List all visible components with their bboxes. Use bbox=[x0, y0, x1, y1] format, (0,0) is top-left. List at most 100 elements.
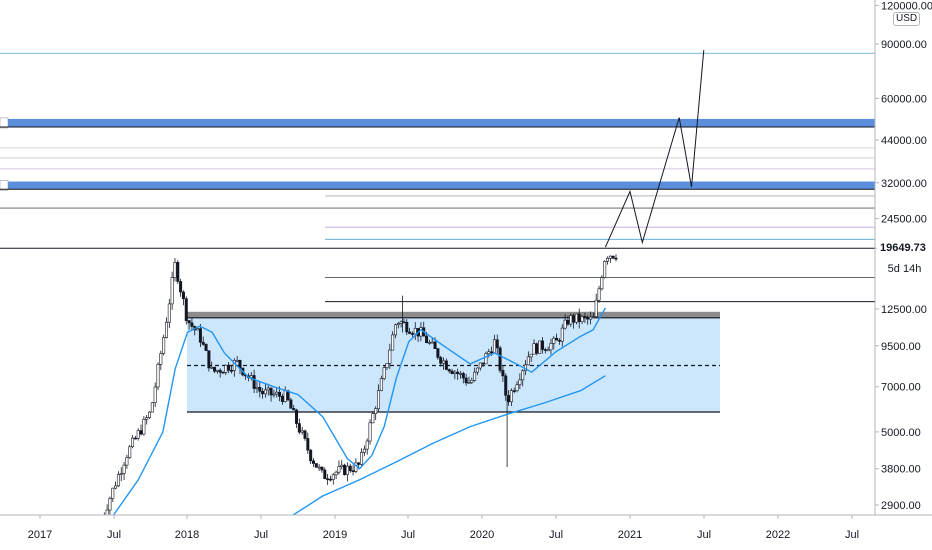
candle-body-180 bbox=[608, 255, 612, 259]
candle-179 bbox=[606, 256, 610, 265]
candle-94 bbox=[365, 438, 369, 455]
candle-body-35 bbox=[198, 328, 202, 343]
candle-body-15 bbox=[142, 419, 146, 435]
candle-body-84 bbox=[337, 466, 341, 473]
candle-body-102 bbox=[388, 349, 392, 364]
candle-body-182 bbox=[614, 257, 618, 260]
resistance-zone-handle-0 bbox=[0, 117, 9, 129]
candle-body-63 bbox=[278, 391, 282, 397]
candle-132 bbox=[473, 367, 477, 382]
candle-body-121 bbox=[442, 360, 446, 364]
candle-body-165 bbox=[566, 319, 570, 325]
candle-body-173 bbox=[589, 316, 593, 320]
projection-path[interactable] bbox=[604, 50, 705, 248]
time-tick-label-0: 2017 bbox=[28, 529, 52, 541]
candle-22 bbox=[162, 334, 166, 356]
candle-67 bbox=[289, 397, 293, 409]
candle-body-87 bbox=[345, 465, 349, 476]
candle-body-48 bbox=[235, 359, 239, 362]
candle-45 bbox=[227, 361, 231, 374]
candle-body-36 bbox=[201, 341, 205, 345]
candle-body-27 bbox=[176, 262, 180, 282]
candle-body-157 bbox=[543, 349, 547, 351]
candle-78 bbox=[320, 466, 324, 473]
candle-body-122 bbox=[444, 360, 448, 370]
candle-body-98 bbox=[377, 390, 381, 410]
candle-108 bbox=[405, 319, 409, 336]
candle-169 bbox=[577, 308, 581, 329]
candle-body-147 bbox=[515, 384, 519, 392]
candle-body-61 bbox=[272, 393, 276, 396]
candle-body-77 bbox=[317, 466, 321, 469]
candle-body-116 bbox=[427, 342, 431, 344]
candle-7 bbox=[119, 467, 123, 482]
candle-body-45 bbox=[227, 364, 231, 371]
candle-43 bbox=[221, 371, 225, 374]
candle-body-106 bbox=[399, 321, 403, 324]
candle-86 bbox=[343, 463, 347, 476]
moving-average-ma_slow bbox=[285, 375, 606, 521]
candle-38 bbox=[207, 350, 211, 372]
candle-body-104 bbox=[393, 324, 397, 336]
candle-109 bbox=[408, 327, 412, 335]
candle-72 bbox=[303, 429, 307, 441]
candle-body-62 bbox=[275, 391, 279, 395]
candle-body-161 bbox=[555, 337, 559, 341]
candle-96 bbox=[371, 411, 375, 424]
candle-81 bbox=[328, 475, 332, 482]
candle-body-60 bbox=[269, 387, 273, 396]
moving-averages bbox=[113, 307, 607, 521]
candle-166 bbox=[569, 313, 573, 327]
candle-body-103 bbox=[391, 334, 395, 351]
candle-body-57 bbox=[261, 391, 265, 395]
candle-body-151 bbox=[526, 356, 530, 366]
candle-body-56 bbox=[258, 387, 262, 392]
candle-body-148 bbox=[518, 379, 522, 386]
candle-12 bbox=[133, 435, 137, 440]
candle-body-30 bbox=[184, 298, 188, 321]
candle-58 bbox=[263, 383, 267, 398]
candle-157 bbox=[543, 347, 547, 354]
candle-10 bbox=[128, 444, 132, 459]
candle-body-93 bbox=[362, 448, 366, 453]
candle-42 bbox=[218, 368, 222, 378]
candle-body-10 bbox=[128, 446, 132, 458]
candle-131 bbox=[470, 377, 474, 385]
time-tick-label-8: 2021 bbox=[618, 529, 642, 541]
candle-79 bbox=[323, 467, 327, 480]
candle-160 bbox=[552, 336, 556, 350]
currency-unit-label[interactable]: USD bbox=[893, 12, 921, 26]
candle-156 bbox=[540, 337, 544, 354]
candle-98 bbox=[377, 384, 381, 412]
candle-body-70 bbox=[297, 423, 301, 433]
candle-155 bbox=[538, 340, 542, 354]
candle-body-133 bbox=[475, 367, 479, 373]
candle-body-71 bbox=[300, 430, 304, 433]
candle-105 bbox=[396, 321, 400, 329]
candle-body-74 bbox=[309, 449, 313, 462]
candle-15 bbox=[142, 416, 146, 436]
candle-161 bbox=[555, 333, 559, 341]
candle-body-44 bbox=[224, 364, 228, 373]
candle-body-31 bbox=[187, 320, 191, 324]
candle-body-47 bbox=[232, 360, 236, 371]
candle-body-107 bbox=[402, 321, 406, 324]
candle-body-179 bbox=[606, 257, 610, 262]
candle-120 bbox=[439, 355, 443, 367]
candle-168 bbox=[574, 313, 578, 325]
time-tick-label-10: 2022 bbox=[766, 529, 790, 541]
horizontal-levels bbox=[0, 52, 875, 303]
time-axis[interactable]: 2017 Jul 2018 Jul 2019 Jul 2020 Jul 2021 Jul 2022 J… bbox=[0, 514, 932, 550]
candle-body-108 bbox=[405, 322, 409, 333]
candle-100 bbox=[382, 365, 386, 381]
candle-181 bbox=[611, 255, 615, 260]
candle-body-164 bbox=[563, 319, 567, 329]
candle-8 bbox=[122, 462, 126, 480]
candle-body-54 bbox=[252, 375, 256, 389]
time-tick-label-5: Jul bbox=[401, 529, 415, 541]
candle-body-91 bbox=[357, 462, 361, 465]
candle-128 bbox=[461, 371, 465, 384]
candle-35 bbox=[198, 323, 202, 348]
candle-130 bbox=[467, 376, 471, 384]
